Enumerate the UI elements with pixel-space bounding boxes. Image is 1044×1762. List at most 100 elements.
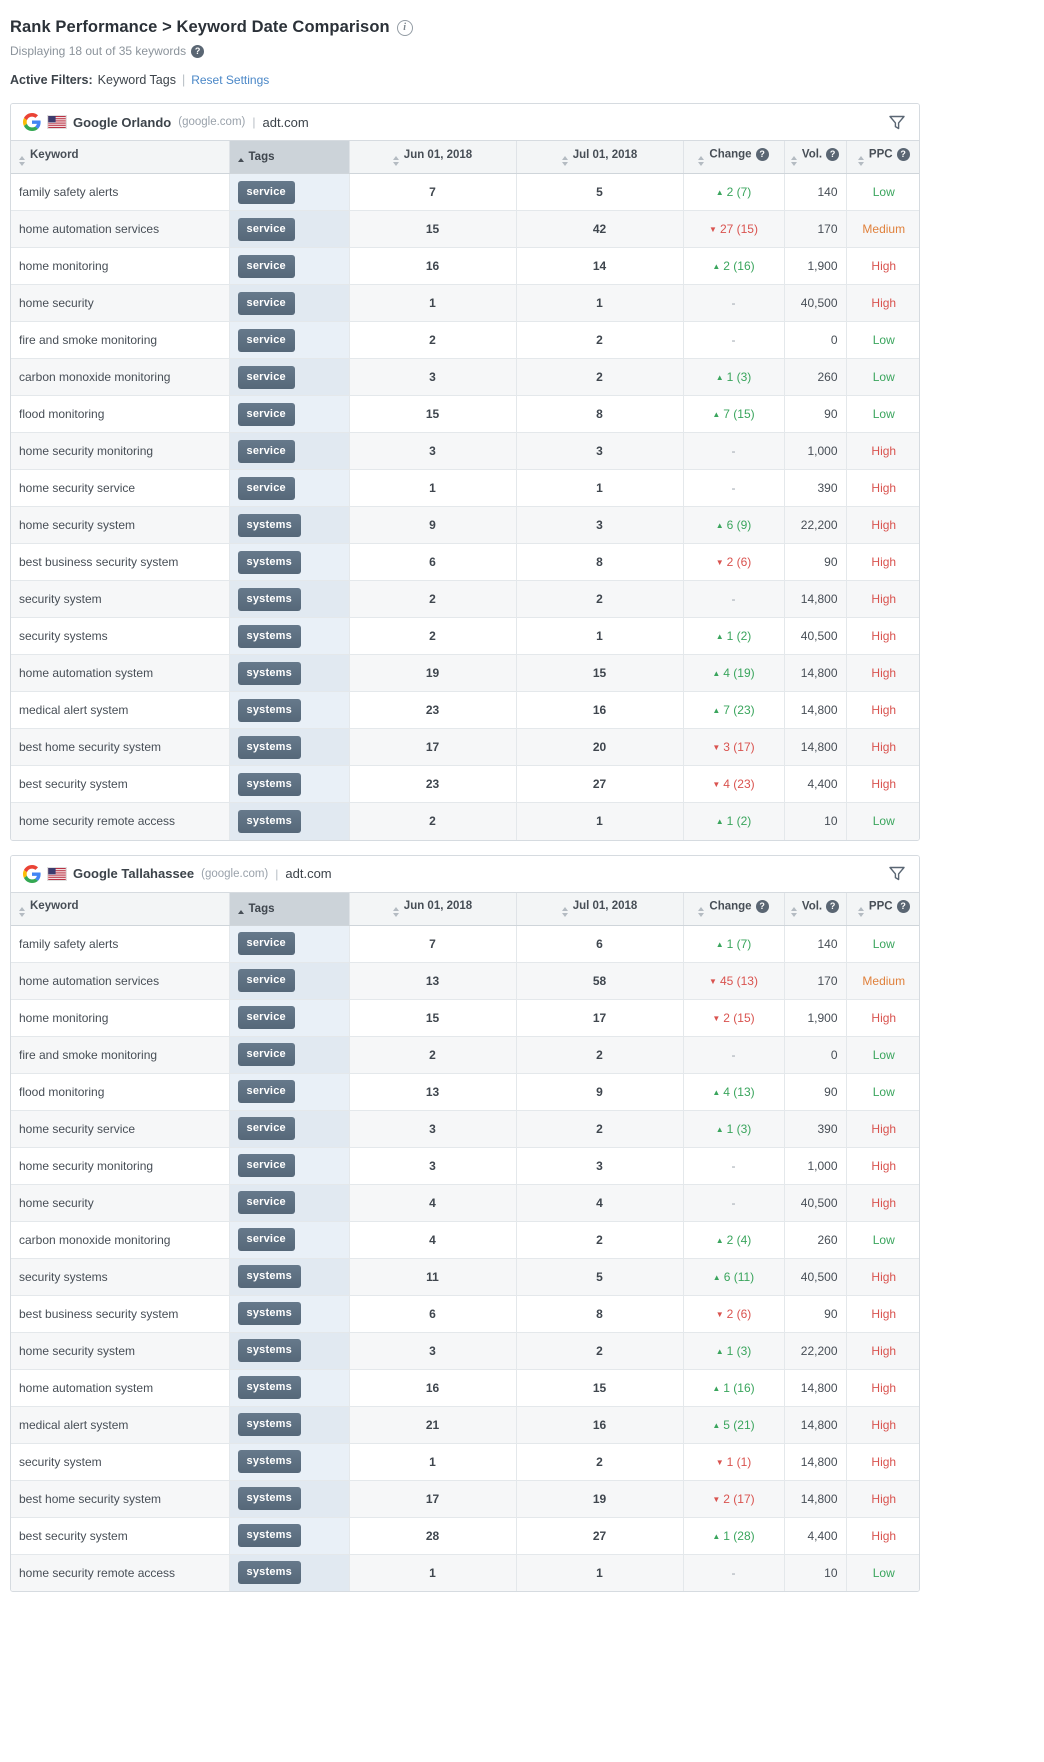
- table-row: security systems systems 11 5 ▲ 6 (11) 40,500 H…: [11, 1258, 919, 1296]
- arrow-up-icon: ▲: [715, 632, 724, 641]
- table-row: best business security system systems 6 8 ▼ 2…: [11, 543, 919, 581]
- rank-date2-cell: 4: [515, 1184, 683, 1222]
- table-row: home security system systems 3 2 ▲ 1 (3) 22,20…: [11, 1332, 919, 1370]
- ppc-cell: High: [845, 1443, 919, 1481]
- arrow-up-icon: ▲: [715, 1346, 724, 1356]
- ppc-cell: Medium: [845, 962, 919, 1000]
- separator: |: [181, 73, 186, 87]
- column-header-vol[interactable]: Vol.?: [783, 891, 846, 926]
- rank-date1-cell: 15: [348, 210, 516, 248]
- tag-chip: service: [237, 1043, 295, 1066]
- rank-table: Keyword Tags Jun 01, 2018 Jul 01, 2018 C…: [11, 140, 919, 840]
- help-icon[interactable]: ?: [755, 899, 769, 913]
- rank-date1-cell: 3: [348, 432, 516, 470]
- keyword-cell: medical alert system: [11, 691, 229, 729]
- volume-cell: 40,500: [783, 617, 846, 655]
- rank-date1-cell: 28: [348, 1517, 516, 1555]
- rank-date2-cell: 3: [515, 506, 683, 544]
- change-none: -: [731, 444, 736, 458]
- filter-icon[interactable]: [887, 113, 907, 132]
- tag-chip: service: [237, 439, 295, 463]
- column-header-keyword[interactable]: Keyword: [11, 140, 229, 174]
- column-header-keyword[interactable]: Keyword: [11, 891, 229, 926]
- change-value: ▼ 27 (15): [709, 222, 758, 236]
- ppc-cell: High: [845, 580, 919, 618]
- change-cell: ▲ 4 (13): [682, 1073, 784, 1111]
- campaign-card-tallahassee: Google Tallahassee (google.com) | adt.co…: [10, 854, 920, 1592]
- keyword-cell: home security remote access: [11, 1554, 229, 1591]
- column-header-date2[interactable]: Jul 01, 2018: [515, 140, 683, 174]
- column-header-change[interactable]: Change?: [682, 891, 784, 926]
- help-icon[interactable]: ?: [896, 899, 910, 913]
- column-header-date1[interactable]: Jun 01, 2018: [348, 140, 516, 174]
- ppc-cell: High: [845, 469, 919, 507]
- google-logo-icon: [23, 113, 41, 131]
- change-value: ▲ 4 (13): [712, 1084, 755, 1099]
- keyword-cell: best home security system: [11, 1480, 229, 1518]
- tags-cell: systems: [228, 1332, 349, 1370]
- rank-date1-cell: 9: [348, 506, 516, 544]
- tags-cell: service: [228, 1221, 349, 1259]
- sort-icon: [790, 155, 797, 166]
- table-row: home security monitoring service 3 3 - 1,000 H…: [11, 432, 919, 470]
- help-icon[interactable]: ?: [896, 148, 910, 162]
- tag-chip: systems: [237, 1450, 301, 1473]
- table-row: fire and smoke monitoring service 2 2 - 0 Low: [11, 321, 919, 359]
- campaign-card-header: Google Orlando (google.com) | adt.com: [11, 104, 919, 140]
- help-icon[interactable]: ?: [826, 899, 840, 913]
- volume-cell: 170: [783, 962, 846, 1000]
- change-value: ▲ 7 (15): [712, 407, 755, 421]
- column-header-vol[interactable]: Vol.?: [783, 140, 846, 174]
- help-icon[interactable]: ?: [191, 44, 205, 58]
- reset-settings-link[interactable]: Reset Settings: [191, 73, 270, 87]
- keyword-cell: home monitoring: [11, 999, 229, 1037]
- rank-date1-cell: 1: [348, 469, 516, 507]
- rank-date1-cell: 2: [348, 321, 516, 359]
- volume-cell: 40,500: [783, 1184, 846, 1222]
- separator: |: [275, 866, 279, 881]
- arrow-up-icon: ▲: [712, 1420, 721, 1430]
- tag-chip: service: [237, 1228, 295, 1251]
- column-header-ppc[interactable]: PPC?: [845, 140, 919, 174]
- rank-date2-cell: 16: [515, 691, 683, 729]
- change-value: ▼ 4 (23): [712, 777, 755, 791]
- volume-cell: 14,800: [783, 691, 846, 729]
- ppc-cell: Low: [845, 173, 919, 211]
- table-row: home monitoring service 16 14 ▲ 2 (16) 1,900 Hi…: [11, 247, 919, 285]
- volume-cell: 90: [783, 395, 846, 433]
- rank-date2-cell: 8: [515, 1295, 683, 1333]
- table-row: best security system systems 23 27 ▼ 4 (23) 4,…: [11, 765, 919, 803]
- ppc-cell: Low: [845, 802, 919, 840]
- column-header-ppc[interactable]: PPC?: [845, 891, 919, 926]
- volume-cell: 1,900: [783, 247, 846, 285]
- column-header-date1[interactable]: Jun 01, 2018: [348, 891, 516, 926]
- rank-date1-cell: 3: [348, 1110, 516, 1148]
- rank-date1-cell: 1: [348, 1554, 516, 1591]
- volume-cell: 14,800: [783, 1369, 846, 1407]
- change-value: ▼ 2 (15): [712, 1010, 755, 1025]
- change-cell: -: [682, 284, 784, 322]
- rank-date2-cell: 2: [515, 580, 683, 618]
- table-row: best home security system systems 17 20 ▼ 3 (…: [11, 728, 919, 766]
- column-header-date2[interactable]: Jul 01, 2018: [515, 891, 683, 926]
- ppc-cell: High: [845, 247, 919, 285]
- change-value: ▲ 4 (19): [712, 666, 755, 680]
- page-title-text: Rank Performance > Keyword Date Comparis…: [10, 18, 390, 36]
- change-cell: -: [682, 432, 784, 470]
- change-value: ▲ 1 (16): [712, 1380, 755, 1395]
- change-cell: ▲ 1 (2): [682, 802, 784, 840]
- table-header-row: Keyword Tags Jun 01, 2018 Jul 01, 2018 C…: [11, 891, 919, 926]
- tag-chip: service: [237, 1117, 295, 1140]
- help-icon[interactable]: ?: [826, 148, 840, 162]
- column-header-tags[interactable]: Tags: [228, 891, 349, 926]
- tag-chip: service: [237, 1006, 295, 1029]
- info-icon[interactable]: i: [396, 19, 413, 36]
- tags-cell: systems: [228, 728, 349, 766]
- rank-date2-cell: 2: [515, 1221, 683, 1259]
- filter-icon[interactable]: [887, 864, 907, 883]
- rank-date1-cell: 19: [348, 654, 516, 692]
- help-icon[interactable]: ?: [755, 148, 769, 162]
- column-header-change[interactable]: Change?: [682, 140, 784, 174]
- column-header-tags[interactable]: Tags: [228, 140, 349, 174]
- table-body: family safety alerts service 7 6 ▲ 1 (7) 140 Lo…: [11, 925, 919, 1591]
